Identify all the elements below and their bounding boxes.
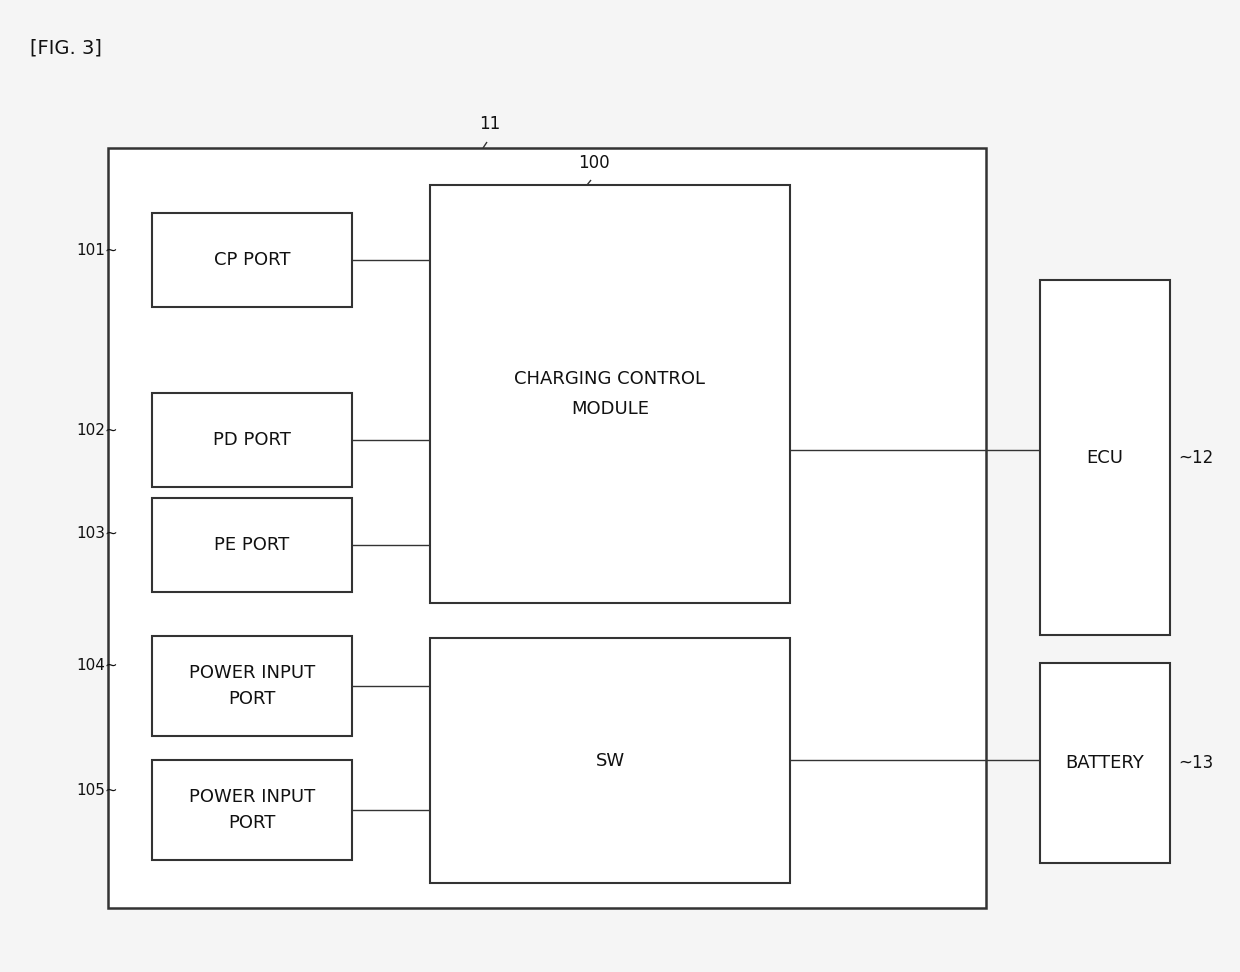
Text: ~12: ~12 [1178, 449, 1213, 467]
Bar [153, 498, 352, 592]
Text: 101~: 101~ [77, 242, 118, 258]
Text: 103~: 103~ [76, 526, 118, 540]
Bar [153, 760, 352, 860]
Text: [FIG. 3]: [FIG. 3] [30, 38, 102, 57]
Bar [108, 148, 986, 908]
Text: POWER INPUT
PORT: POWER INPUT PORT [188, 787, 315, 832]
Text: 100: 100 [578, 154, 610, 172]
Text: 104~: 104~ [77, 657, 118, 673]
Text: PD PORT: PD PORT [213, 431, 291, 449]
Text: CP PORT: CP PORT [213, 251, 290, 269]
Bar [153, 393, 352, 487]
Text: 11: 11 [480, 115, 501, 133]
Bar [430, 185, 790, 603]
Bar [153, 213, 352, 307]
Bar [1040, 280, 1171, 635]
Text: POWER INPUT
PORT: POWER INPUT PORT [188, 664, 315, 709]
Text: SW: SW [595, 751, 625, 770]
Text: ~13: ~13 [1178, 754, 1213, 772]
Text: BATTERY: BATTERY [1065, 754, 1145, 772]
Text: 105~: 105~ [77, 782, 118, 797]
Text: PE PORT: PE PORT [215, 536, 290, 554]
Text: ECU: ECU [1086, 448, 1123, 467]
Bar [1040, 663, 1171, 863]
Text: 102~: 102~ [77, 423, 118, 437]
Bar [430, 638, 790, 883]
Text: CHARGING CONTROL
MODULE: CHARGING CONTROL MODULE [515, 370, 706, 418]
Bar [153, 636, 352, 736]
